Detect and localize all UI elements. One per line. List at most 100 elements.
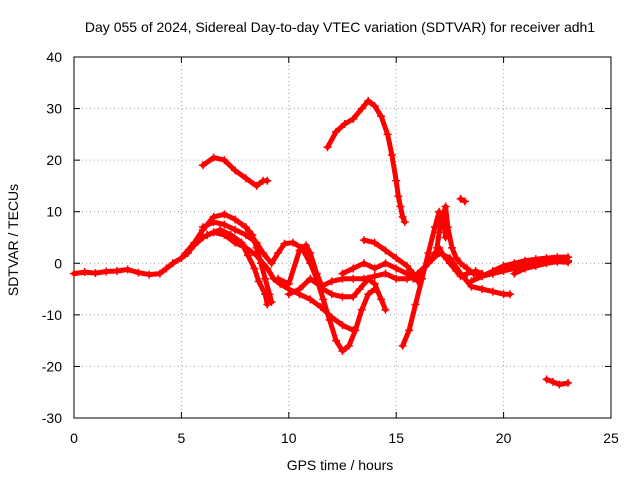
data-point [274,274,283,283]
data-point [456,194,465,203]
data-point [499,267,508,276]
data-point [349,274,358,283]
data-point [564,378,573,387]
data-point [252,238,261,247]
data-point [392,264,401,273]
data-point [177,254,186,263]
data-point [209,153,218,162]
data-point [555,380,564,389]
data-point [231,225,240,234]
data-point [542,259,551,268]
data-point [168,259,177,268]
data-point [370,264,379,273]
data-point [430,223,439,232]
series-track-4 [203,225,272,309]
series-track-8 [323,96,409,227]
series-track-6 [274,241,390,314]
data-point [241,174,250,183]
data-point [448,243,457,252]
y-tick-label: -10 [42,307,62,323]
data-point [377,112,386,121]
data-point [102,267,111,276]
data-point [417,274,426,283]
data-point [387,150,396,159]
data-point [402,261,411,270]
data-point [216,225,225,234]
data-point [198,223,207,232]
y-tick-label: 40 [46,49,62,65]
data-point [377,295,386,304]
data-point [394,192,403,201]
data-point [261,274,270,283]
data-point [370,279,379,288]
data-point [220,220,229,229]
data-point [478,285,487,294]
data-point [463,264,472,273]
data-point [460,197,469,206]
data-point [80,268,89,277]
data-point [553,257,562,266]
data-point [400,218,409,227]
data-point [409,269,418,278]
data-point [488,269,497,278]
data-point [357,104,366,113]
data-point [542,375,551,384]
data-point [338,346,347,355]
data-point [280,239,289,248]
x-tick-label: 10 [281,430,297,446]
data-point [306,274,315,283]
data-point [424,248,433,257]
data-point [357,305,366,314]
data-point [332,127,341,136]
data-point [319,295,328,304]
x-axis-label: GPS time / hours [287,457,394,473]
data-point [510,269,519,278]
data-point [220,210,229,219]
data-point [437,218,446,227]
data-point [241,230,250,239]
data-point [145,270,154,279]
series-track-10 [359,236,422,286]
data-point [370,238,379,247]
data-point [456,269,465,278]
data-series [70,96,573,389]
series-track-16 [510,257,573,278]
x-tick-label: 15 [388,430,404,446]
series-trace [468,254,571,284]
y-tick-label: 30 [46,101,62,117]
data-point [340,120,349,129]
data-point [295,246,304,255]
data-point [338,292,347,301]
data-point [531,261,540,270]
data-point [325,316,334,325]
data-point [231,166,240,175]
x-tick-label: 0 [70,430,78,446]
plot-frame [73,56,612,419]
data-point [364,290,373,299]
x-tick-label: 20 [496,430,512,446]
data-point [254,277,263,286]
data-point [327,290,336,299]
data-point [344,341,353,350]
series-trace [544,376,571,387]
data-point [181,248,190,257]
data-point [443,223,452,232]
data-point [263,300,272,309]
y-tick-label: 10 [46,204,62,220]
data-point [306,248,315,257]
data-point [370,101,379,110]
data-point [70,269,78,278]
data-point [359,274,368,283]
data-point [312,269,321,278]
data-point [295,285,304,294]
data-point [467,277,476,286]
series-track-5 [198,153,272,190]
data-point [433,243,442,252]
data-point [359,236,368,245]
data-point [452,254,461,263]
data-point [488,287,497,296]
data-point [381,259,390,268]
chart-title: Day 055 of 2024, Sidereal Day-to-day VTE… [85,19,595,35]
